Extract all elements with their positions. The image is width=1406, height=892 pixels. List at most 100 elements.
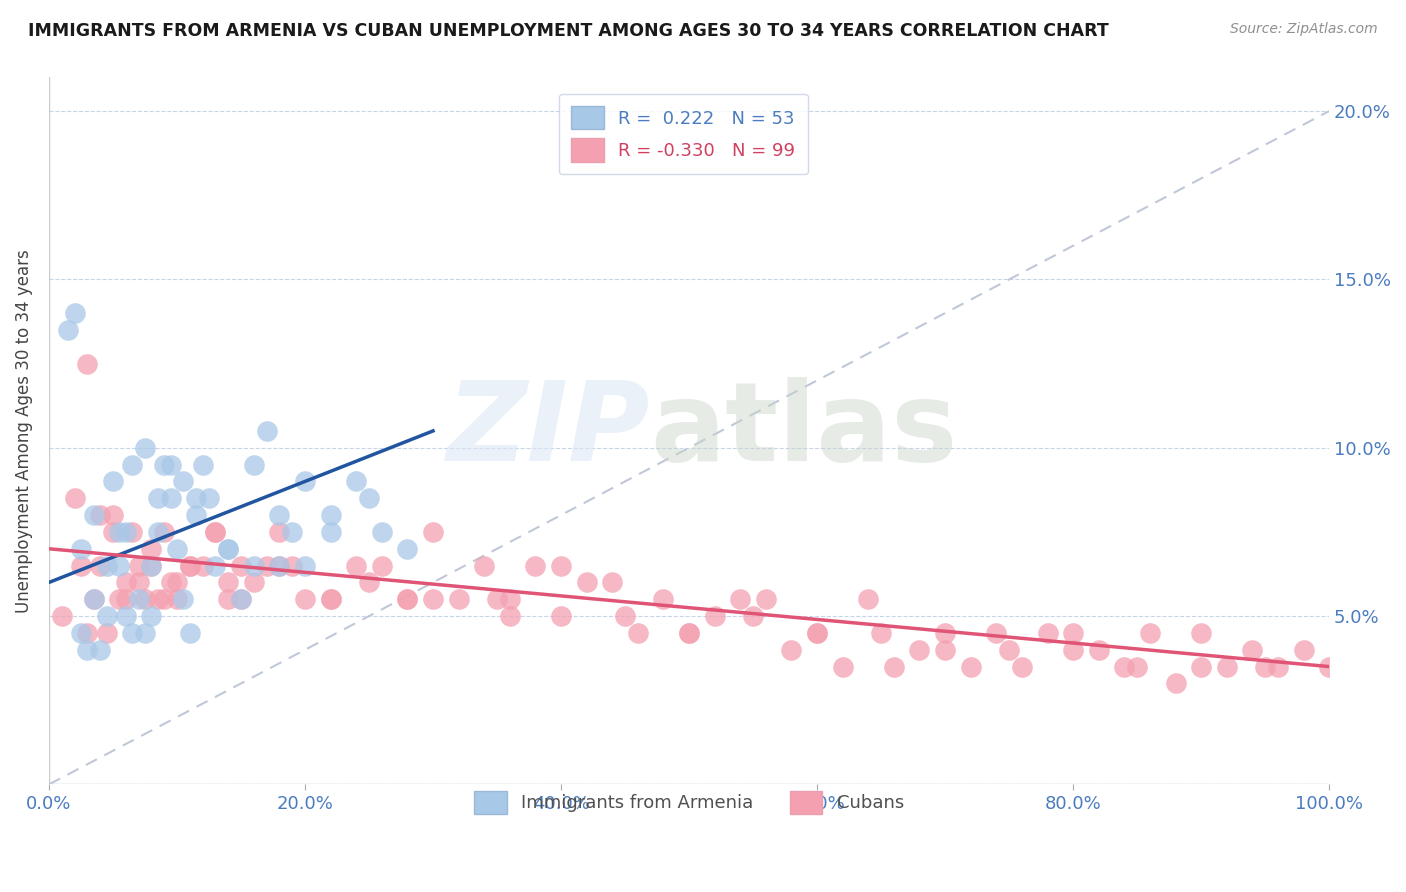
Point bbox=[986, 626, 1008, 640]
Point bbox=[319, 592, 342, 607]
Point bbox=[128, 558, 150, 573]
Point bbox=[269, 558, 291, 573]
Point bbox=[96, 626, 118, 640]
Point bbox=[357, 491, 380, 506]
Point bbox=[191, 458, 214, 472]
Point bbox=[1317, 659, 1340, 673]
Point bbox=[1126, 659, 1149, 673]
Point bbox=[166, 541, 188, 556]
Point bbox=[1087, 642, 1109, 657]
Point bbox=[422, 524, 444, 539]
Point bbox=[229, 558, 252, 573]
Point bbox=[281, 524, 304, 539]
Point bbox=[934, 642, 956, 657]
Point bbox=[108, 592, 131, 607]
Point bbox=[101, 508, 124, 522]
Point bbox=[179, 626, 201, 640]
Point bbox=[101, 475, 124, 489]
Point bbox=[83, 592, 105, 607]
Point bbox=[1062, 642, 1084, 657]
Point bbox=[1292, 642, 1315, 657]
Point bbox=[908, 642, 931, 657]
Point bbox=[1062, 626, 1084, 640]
Point bbox=[1215, 659, 1237, 673]
Point bbox=[153, 592, 176, 607]
Point bbox=[172, 475, 194, 489]
Point bbox=[371, 558, 394, 573]
Point bbox=[217, 541, 239, 556]
Point bbox=[204, 558, 226, 573]
Point bbox=[742, 609, 765, 624]
Point bbox=[96, 609, 118, 624]
Point bbox=[204, 524, 226, 539]
Text: atlas: atlas bbox=[651, 377, 957, 484]
Point bbox=[294, 592, 316, 607]
Point bbox=[134, 592, 156, 607]
Point bbox=[114, 609, 136, 624]
Point bbox=[96, 558, 118, 573]
Point bbox=[146, 524, 169, 539]
Point bbox=[186, 491, 208, 506]
Point bbox=[294, 475, 316, 489]
Point bbox=[472, 558, 495, 573]
Point bbox=[51, 609, 73, 624]
Point bbox=[858, 592, 880, 607]
Point bbox=[76, 626, 98, 640]
Point bbox=[229, 592, 252, 607]
Point bbox=[83, 592, 105, 607]
Point bbox=[550, 558, 572, 573]
Point bbox=[108, 524, 131, 539]
Point bbox=[89, 508, 111, 522]
Point bbox=[730, 592, 752, 607]
Point bbox=[678, 626, 700, 640]
Point bbox=[678, 626, 700, 640]
Point bbox=[575, 575, 598, 590]
Point bbox=[319, 592, 342, 607]
Point bbox=[269, 508, 291, 522]
Point bbox=[422, 592, 444, 607]
Point bbox=[256, 424, 278, 438]
Point bbox=[1189, 659, 1212, 673]
Point bbox=[1139, 626, 1161, 640]
Point bbox=[396, 592, 419, 607]
Point bbox=[486, 592, 509, 607]
Text: ZIP: ZIP bbox=[447, 377, 651, 484]
Point bbox=[141, 541, 163, 556]
Point bbox=[499, 592, 522, 607]
Point bbox=[652, 592, 675, 607]
Point bbox=[146, 592, 169, 607]
Point bbox=[703, 609, 725, 624]
Point bbox=[396, 541, 419, 556]
Point bbox=[614, 609, 637, 624]
Point bbox=[76, 357, 98, 371]
Point bbox=[128, 575, 150, 590]
Point bbox=[357, 575, 380, 590]
Point bbox=[780, 642, 803, 657]
Point bbox=[141, 558, 163, 573]
Point bbox=[108, 558, 131, 573]
Point bbox=[70, 558, 93, 573]
Point bbox=[959, 659, 981, 673]
Point bbox=[141, 609, 163, 624]
Point bbox=[179, 558, 201, 573]
Point bbox=[1241, 642, 1264, 657]
Point bbox=[998, 642, 1021, 657]
Y-axis label: Unemployment Among Ages 30 to 34 years: Unemployment Among Ages 30 to 34 years bbox=[15, 249, 32, 613]
Point bbox=[121, 458, 143, 472]
Point bbox=[934, 626, 956, 640]
Point bbox=[396, 592, 419, 607]
Point bbox=[1011, 659, 1033, 673]
Point bbox=[186, 508, 208, 522]
Point bbox=[121, 524, 143, 539]
Point bbox=[56, 323, 79, 337]
Point bbox=[128, 592, 150, 607]
Point bbox=[198, 491, 221, 506]
Point bbox=[141, 558, 163, 573]
Point bbox=[166, 575, 188, 590]
Point bbox=[883, 659, 905, 673]
Point bbox=[229, 592, 252, 607]
Point bbox=[1036, 626, 1059, 640]
Legend: Immigrants from Armenia, Cubans: Immigrants from Armenia, Cubans bbox=[464, 780, 915, 825]
Point bbox=[550, 609, 572, 624]
Point bbox=[870, 626, 893, 640]
